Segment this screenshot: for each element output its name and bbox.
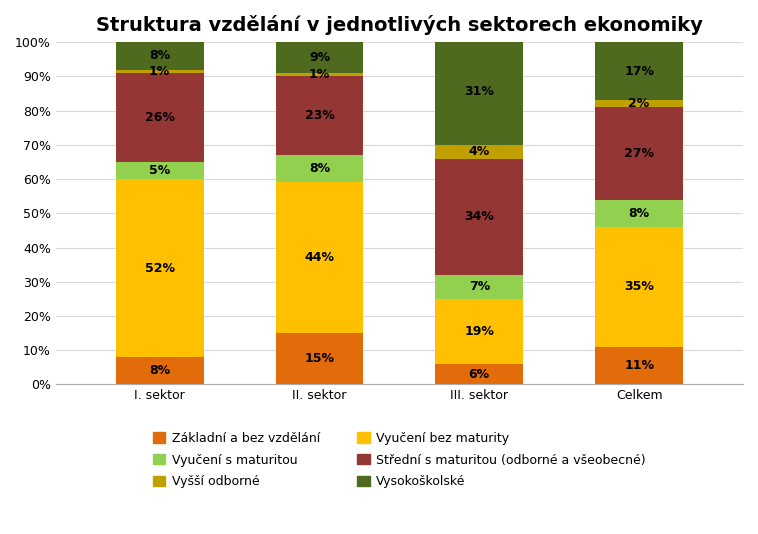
Bar	[435, 38, 523, 145]
Bar	[435, 299, 523, 364]
Bar	[275, 76, 363, 155]
Text: 5%: 5%	[149, 164, 171, 177]
Text: 2%: 2%	[628, 97, 650, 110]
Text: 8%: 8%	[149, 49, 171, 62]
Text: 52%: 52%	[145, 262, 174, 274]
Bar	[595, 107, 683, 200]
Text: 15%: 15%	[305, 352, 334, 365]
Text: 23%: 23%	[305, 109, 334, 122]
Bar	[595, 42, 683, 100]
Bar	[116, 357, 204, 384]
Text: 4%: 4%	[468, 145, 490, 158]
Text: 9%: 9%	[309, 51, 330, 64]
Text: 31%: 31%	[465, 85, 494, 98]
Text: 26%: 26%	[145, 111, 174, 124]
Text: 1%: 1%	[309, 68, 330, 81]
Bar	[275, 333, 363, 384]
Bar	[275, 73, 363, 76]
Bar	[116, 69, 204, 73]
Text: 17%: 17%	[624, 65, 654, 78]
Bar	[275, 42, 363, 73]
Text: 11%: 11%	[624, 359, 654, 372]
Text: 8%: 8%	[149, 364, 171, 378]
Text: 19%: 19%	[465, 325, 494, 338]
Text: 8%: 8%	[628, 207, 650, 220]
Bar	[435, 159, 523, 275]
Bar	[435, 275, 523, 299]
Bar	[116, 179, 204, 357]
Text: 27%: 27%	[624, 147, 654, 160]
Bar	[595, 347, 683, 384]
Text: 6%: 6%	[468, 368, 490, 381]
Text: 7%: 7%	[468, 280, 490, 293]
Bar	[116, 73, 204, 162]
Text: 35%: 35%	[624, 280, 654, 293]
Legend: Základní a bez vzdělání, Vyučení s maturitou, Vyšší odborné, Vyučení bez maturit: Základní a bez vzdělání, Vyučení s matur…	[153, 432, 646, 488]
Bar	[275, 155, 363, 183]
Bar	[435, 364, 523, 384]
Bar	[275, 183, 363, 333]
Text: 44%: 44%	[305, 252, 334, 264]
Bar	[595, 227, 683, 347]
Text: 34%: 34%	[465, 210, 494, 223]
Bar	[116, 42, 204, 69]
Bar	[435, 145, 523, 159]
Text: 1%: 1%	[149, 65, 171, 78]
Bar	[595, 100, 683, 107]
Text: 8%: 8%	[309, 162, 330, 175]
Bar	[595, 200, 683, 227]
Title: Struktura vzdělání v jednotlivých sektorech ekonomiky: Struktura vzdělání v jednotlivých sektor…	[96, 15, 703, 35]
Bar	[116, 162, 204, 179]
